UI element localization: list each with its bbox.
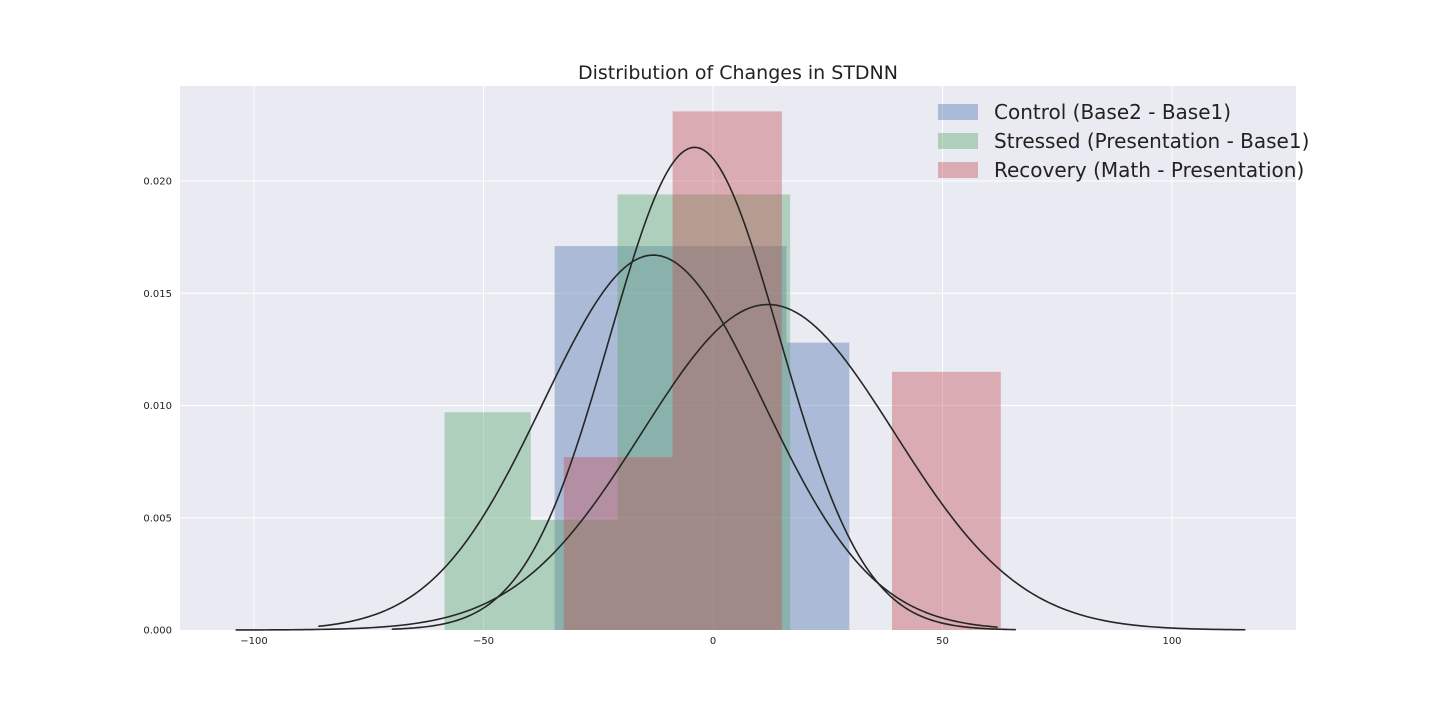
legend-swatch [938, 104, 978, 120]
histogram-bar [554, 246, 677, 631]
histogram-bar [703, 194, 791, 630]
x-tick-label: 0 [710, 636, 716, 647]
histogram-bar [892, 371, 1001, 630]
legend-swatch [938, 162, 978, 178]
y-tick-label: 0.005 [143, 513, 172, 524]
x-tick-label: −50 [473, 636, 494, 647]
histogram-bar [672, 111, 782, 630]
legend-label: Control (Base2 - Base1) [994, 100, 1231, 124]
x-tick-label: −100 [240, 636, 267, 647]
kde-layer [235, 146, 1246, 631]
histogram-bar [563, 457, 673, 630]
y-tick-label: 0.010 [143, 401, 172, 412]
ticks-layer: 0.000 0.005 0.010 0.015 0.020 −100 −50 0 50 100 [143, 177, 1181, 648]
chart-title: Distribution of Changes in STDNN [578, 62, 898, 84]
kde-curve [391, 146, 1016, 631]
histogram-bar [444, 412, 531, 630]
legend-label: Recovery (Math - Presentation) [994, 158, 1304, 182]
x-tick-label: 100 [1162, 636, 1181, 647]
plot-background [180, 86, 1296, 630]
y-tick-label: 0.020 [143, 177, 172, 188]
bars-layer [444, 111, 1001, 631]
y-tick-label: 0.015 [143, 289, 172, 300]
histogram-bar [786, 342, 850, 630]
grid-layer [180, 86, 1296, 630]
y-tick-label: 0.000 [143, 626, 172, 637]
histogram-bar [617, 194, 704, 630]
kde-curve [235, 303, 1246, 631]
legend: Control (Base2 - Base1) Stressed (Present… [938, 100, 1309, 182]
histogram-bar [676, 246, 787, 631]
kde-curve [318, 254, 998, 628]
legend-label: Stressed (Presentation - Base1) [994, 129, 1309, 153]
histogram-bar [530, 519, 618, 630]
x-tick-label: 50 [936, 636, 949, 647]
legend-swatch [938, 133, 978, 149]
